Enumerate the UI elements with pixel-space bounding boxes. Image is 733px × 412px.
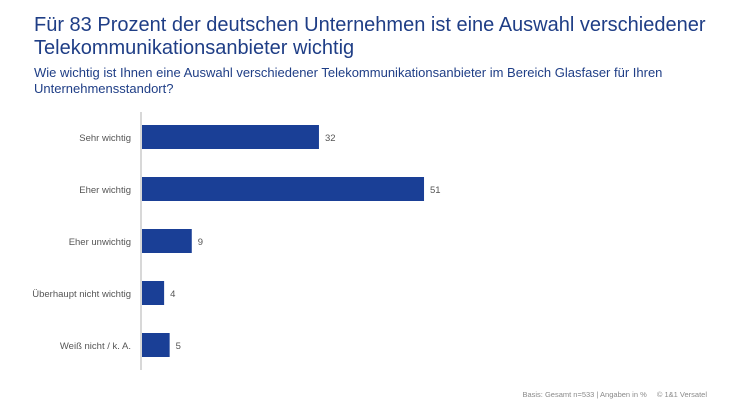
question-subtitle: Wie wichtig ist Ihnen eine Auswahl versc… [34,65,663,96]
category-label: Weiß nicht / k. A. [60,341,131,352]
bar [142,177,425,201]
bar [142,125,319,149]
bar [142,333,170,357]
value-label: 5 [176,341,181,352]
category-label: Eher unwichtig [69,237,131,248]
category-label: Sehr wichtig [79,133,131,144]
bar [142,229,192,253]
page-title: Für 83 Prozent der deutschen Unternehmen… [34,14,706,59]
footer-basis: Basis: Gesamt n=533 | Angaben in % [522,390,647,399]
value-label: 32 [325,133,336,144]
value-label: 4 [170,289,175,300]
value-label: 51 [430,185,441,196]
footer: Basis: Gesamt n=533 | Angaben in % © 1&1… [514,390,707,399]
footer-copyright: © 1&1 Versatel [656,390,707,399]
category-label: Eher wichtig [79,185,131,196]
bar [142,281,165,305]
value-label: 9 [198,237,203,248]
category-label: Überhaupt nicht wichtig [32,289,131,300]
